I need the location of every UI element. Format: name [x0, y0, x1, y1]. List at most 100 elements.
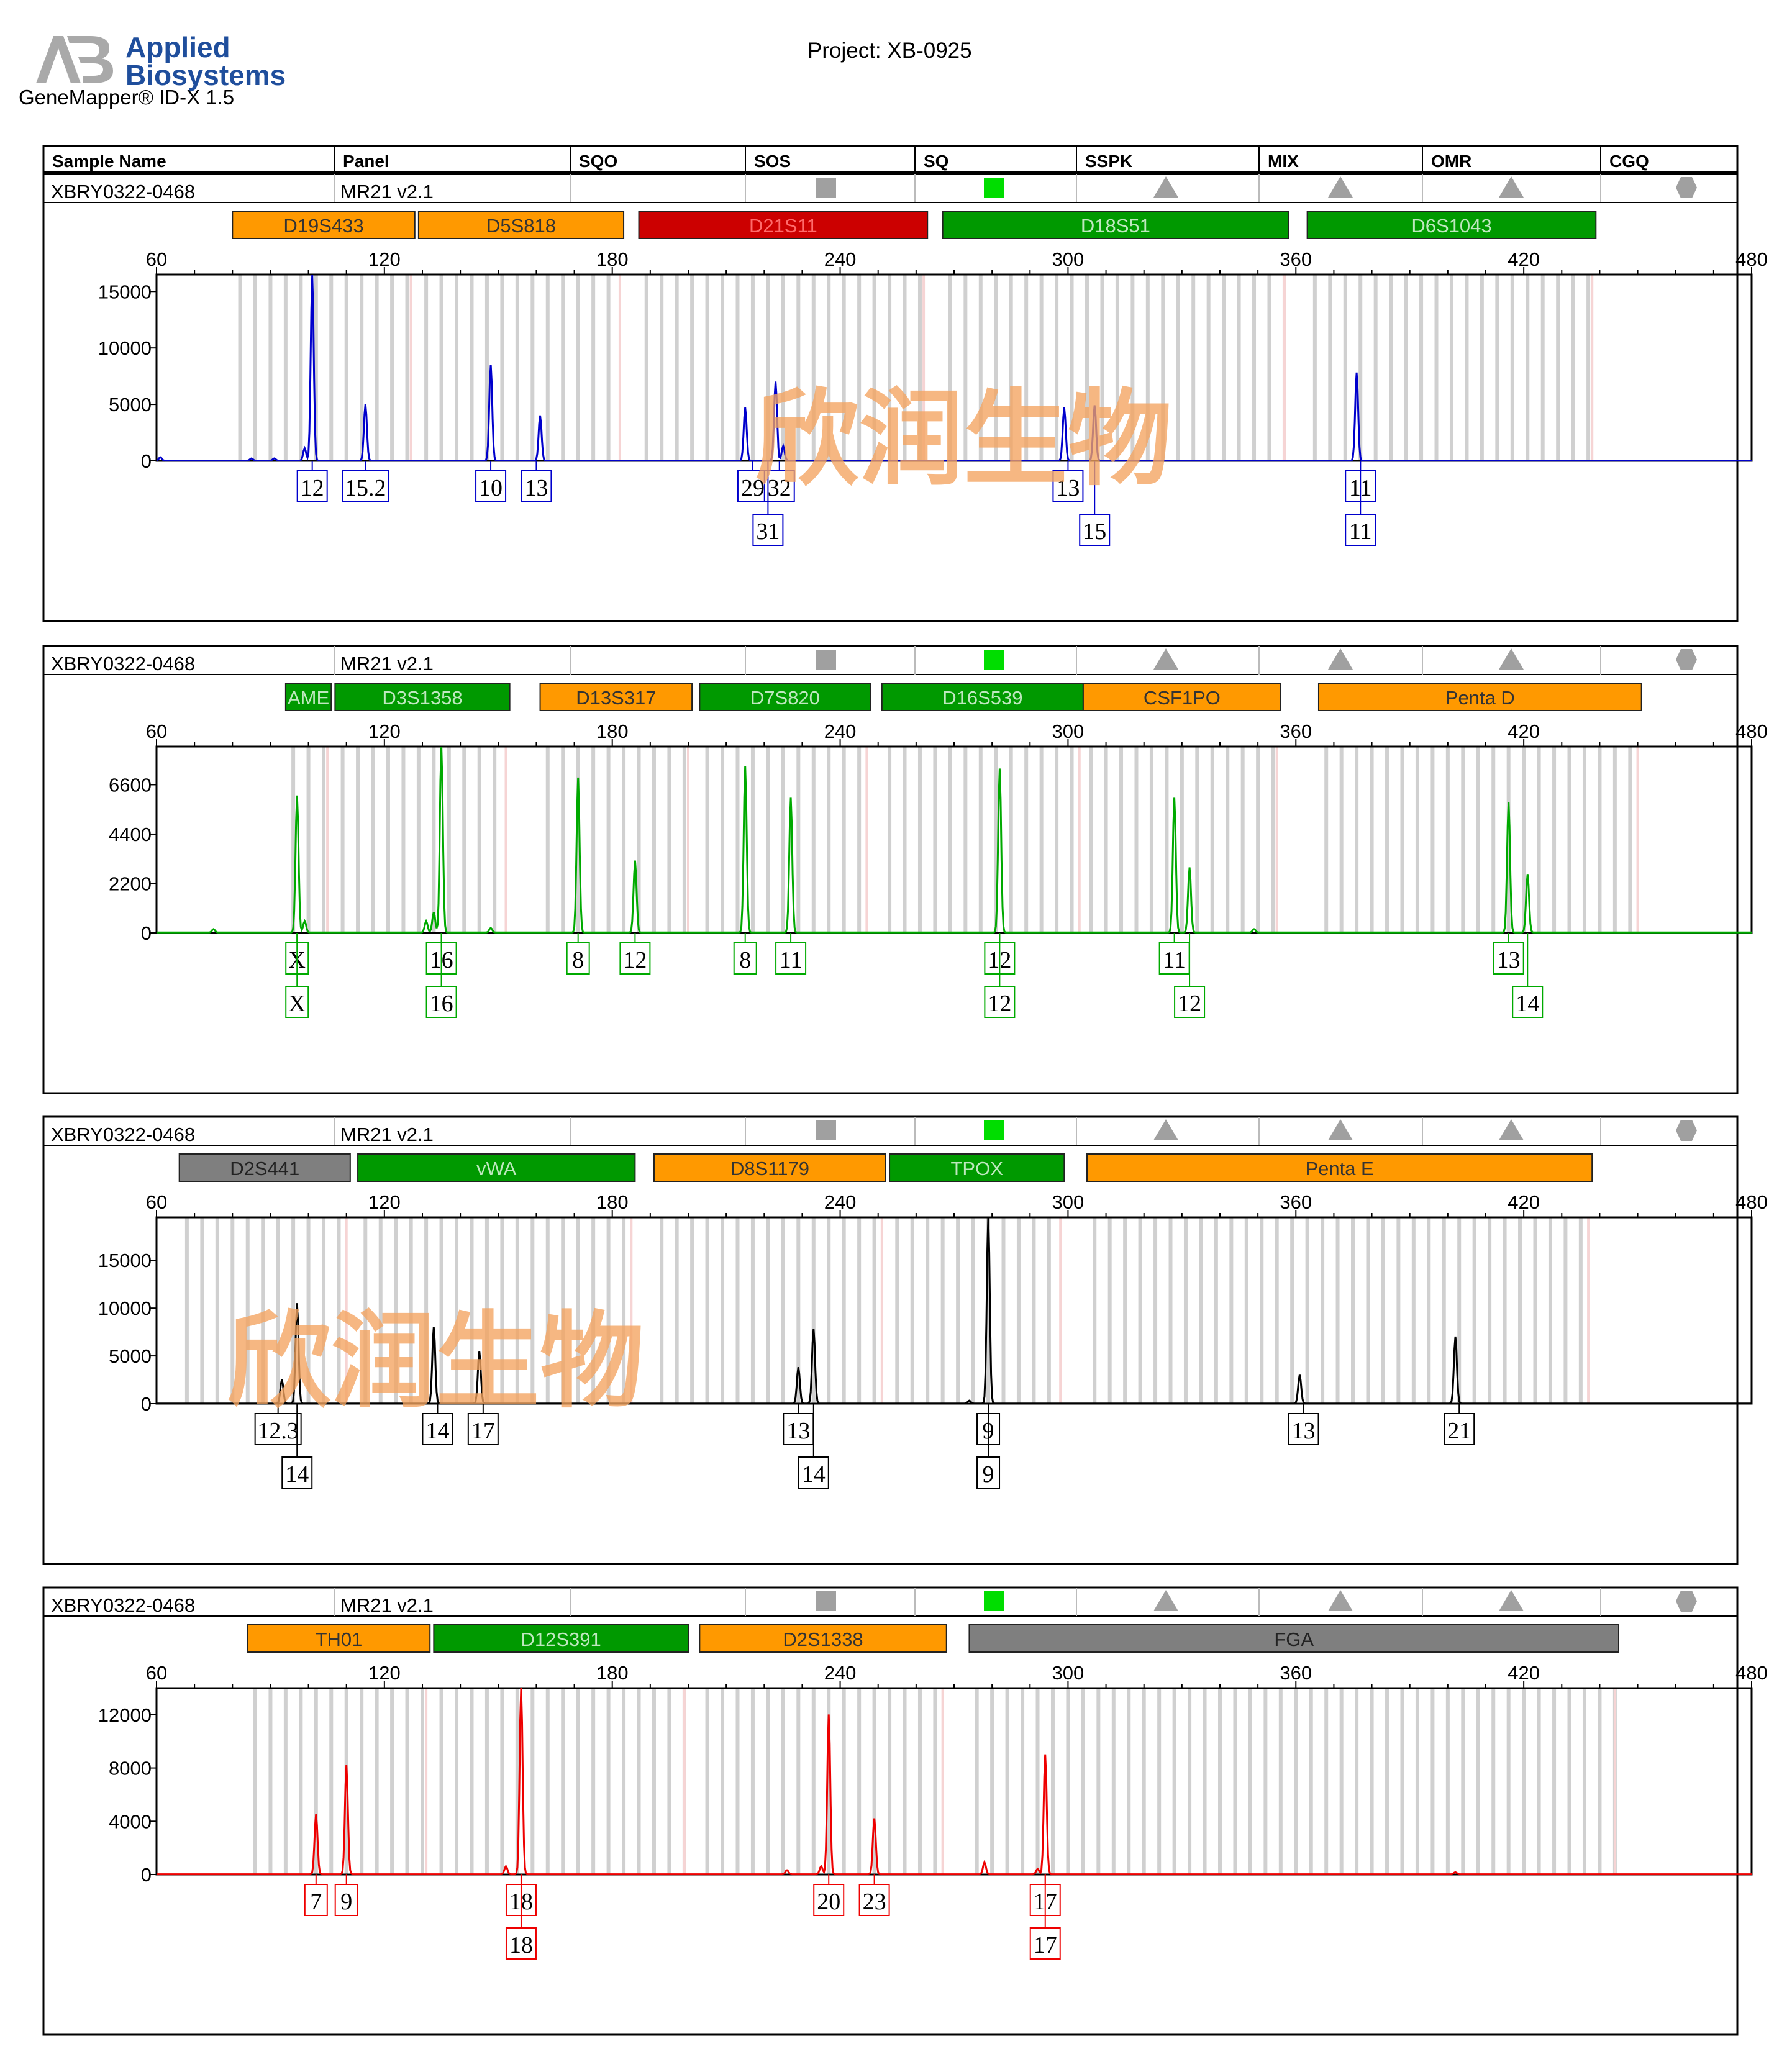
marker-bin[interactable] [178, 1153, 351, 1182]
allele-box[interactable] [976, 1456, 1001, 1489]
marker-bin[interactable] [357, 1153, 636, 1182]
marker-bin[interactable] [1306, 211, 1597, 239]
allele-box[interactable] [1444, 1413, 1475, 1445]
allele-label: 17 [1034, 1932, 1057, 1958]
allele-box[interactable] [505, 1927, 537, 1960]
marker-bin[interactable] [1317, 683, 1642, 711]
allele-label: 14 [1516, 991, 1539, 1017]
allele-box[interactable] [342, 470, 389, 502]
dye-panel-4: XBRY0322-0468 MR21 v2.1 TH01 D12S391 D2S1338… [42, 1586, 1768, 2036]
panel-name: MR21 v2.1 [340, 1124, 434, 1145]
marker-fga[interactable]: FGA [968, 1624, 1619, 1653]
marker-d8s1179[interactable]: D8S1179 [653, 1153, 886, 1182]
marker-bin[interactable] [334, 683, 511, 711]
marker-label: Penta D [1445, 687, 1515, 709]
marker-label: Penta E [1305, 1158, 1373, 1179]
allele-box[interactable] [521, 470, 552, 502]
quality-sos-square-icon [816, 650, 836, 670]
allele-label: 32 [768, 475, 791, 501]
marker-d19s433[interactable]: D19S433 [232, 211, 416, 239]
marker-bin[interactable] [881, 683, 1084, 711]
allele-box[interactable] [1345, 514, 1376, 546]
marker-bin[interactable] [539, 683, 693, 711]
marker-bin[interactable] [284, 683, 332, 711]
marker-bin[interactable] [1086, 1153, 1593, 1182]
allele-box[interactable] [281, 1456, 313, 1489]
allele-box[interactable] [425, 986, 457, 1018]
marker-csf1po[interactable]: CSF1PO [1082, 683, 1281, 711]
allele-box[interactable] [984, 986, 1016, 1018]
marker-bin[interactable] [638, 211, 929, 239]
allele-box[interactable] [752, 514, 784, 546]
allele-box[interactable] [285, 986, 309, 1018]
allele-box[interactable] [334, 1884, 358, 1916]
allele-box[interactable] [1493, 942, 1524, 975]
allele-box[interactable] [254, 1413, 302, 1445]
marker-d12s391[interactable]: D12S391 [433, 1624, 689, 1653]
marker-label: D13S317 [576, 687, 656, 709]
marker-tpox[interactable]: TPOX [889, 1153, 1065, 1182]
marker-d18s51[interactable]: D18S51 [942, 211, 1289, 239]
allele-box[interactable] [813, 1884, 845, 1916]
marker-d16s539[interactable]: D16S539 [881, 683, 1084, 711]
marker-label: D18S51 [1081, 215, 1150, 237]
marker-bin[interactable] [968, 1624, 1619, 1653]
allele-box[interactable] [1174, 986, 1206, 1018]
marker-bin[interactable] [699, 683, 871, 711]
allele-box[interactable] [1029, 1927, 1061, 1960]
marker-d7s820[interactable]: D7S820 [699, 683, 871, 711]
allele-box[interactable] [619, 942, 651, 975]
marker-d2s441[interactable]: D2S441 [178, 1153, 351, 1182]
marker-bin[interactable] [889, 1153, 1065, 1182]
app-name: GeneMapper® ID-X 1.5 [19, 86, 235, 109]
marker-d13s317[interactable]: D13S317 [539, 683, 693, 711]
marker-th01[interactable]: TH01 [247, 1624, 431, 1653]
marker-bin[interactable] [699, 1624, 947, 1653]
allele-box[interactable] [858, 1884, 890, 1916]
marker-bin[interactable] [417, 211, 625, 239]
allele-box[interactable] [566, 942, 590, 975]
marker-vwa[interactable]: vWA [357, 1153, 636, 1182]
marker-d21s11[interactable]: D21S11 [638, 211, 929, 239]
quality-omr-triangle-icon [1499, 1119, 1524, 1140]
marker-d2s1338[interactable]: D2S1338 [699, 1624, 947, 1653]
marker-bin[interactable] [942, 211, 1289, 239]
column-header-panel: Panel [343, 152, 389, 171]
allele-label: 10 [479, 475, 503, 501]
marker-d5s818[interactable]: D5S818 [417, 211, 625, 239]
allele-box[interactable] [1288, 1413, 1319, 1445]
marker-d6s1043[interactable]: D6S1043 [1306, 211, 1597, 239]
allele-box[interactable] [763, 470, 795, 502]
marker-bin[interactable] [247, 1624, 431, 1653]
allele-label: 13 [786, 1418, 810, 1444]
plot-frame [155, 1687, 1753, 1876]
allele-box[interactable] [733, 942, 757, 975]
marker-ame[interactable]: AME [284, 683, 332, 711]
allele-box[interactable] [1052, 470, 1084, 502]
marker-bin[interactable] [1082, 683, 1281, 711]
allele-box[interactable] [1512, 986, 1544, 1018]
allele-box[interactable] [798, 1456, 829, 1489]
marker-bin[interactable] [433, 1624, 689, 1653]
applied-biosystems-logo: Applied Biosystems [36, 32, 286, 91]
allele-box[interactable] [475, 470, 507, 502]
allele-box[interactable] [296, 470, 328, 502]
column-header-sos: SOS [754, 152, 791, 171]
quality-mix-triangle-icon [1328, 1590, 1353, 1611]
allele-box[interactable] [775, 942, 807, 975]
allele-label: 18 [509, 1932, 533, 1958]
allele-box[interactable] [467, 1413, 499, 1445]
x-tick-label: 300 [1052, 1191, 1085, 1213]
marker-d3s1358[interactable]: D3S1358 [334, 683, 511, 711]
allele-box[interactable] [304, 1884, 328, 1916]
allele-box[interactable] [1079, 514, 1111, 546]
marker-penta-d[interactable]: Penta D [1317, 683, 1642, 711]
allele-label: 12 [1178, 991, 1201, 1017]
allele-box[interactable] [422, 1413, 453, 1445]
marker-bin[interactable] [653, 1153, 886, 1182]
marker-label: D16S539 [942, 687, 1022, 709]
allele-box[interactable] [783, 1413, 814, 1445]
marker-bin[interactable] [232, 211, 416, 239]
marker-penta-e[interactable]: Penta E [1086, 1153, 1593, 1182]
